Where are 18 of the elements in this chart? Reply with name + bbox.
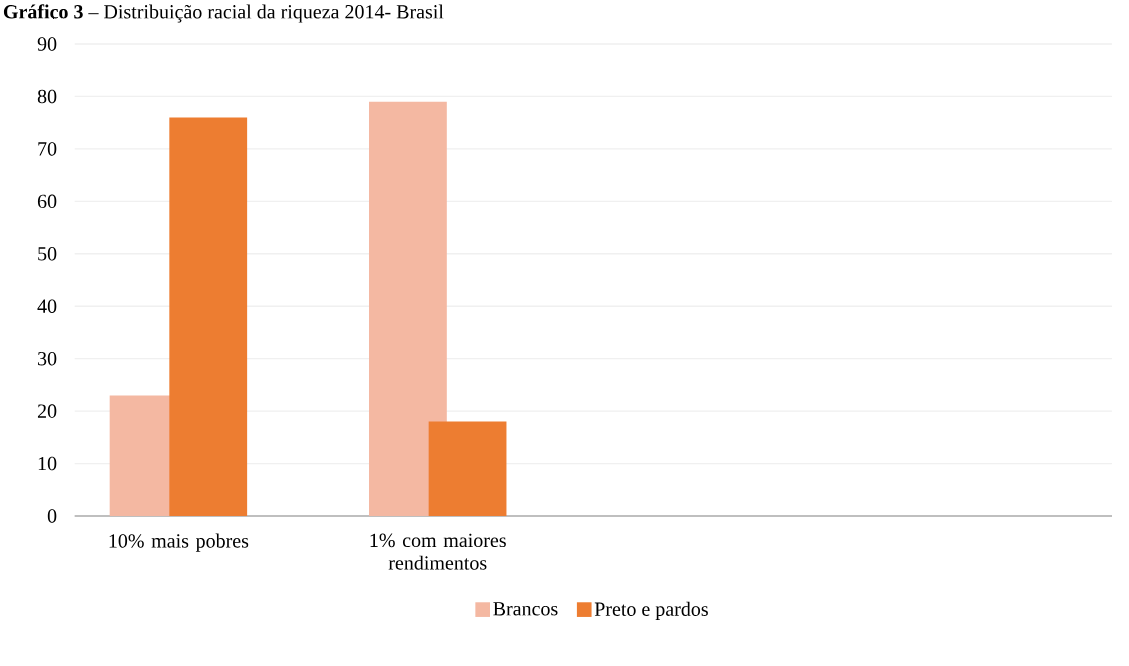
y-tick-label: 10 [38, 456, 57, 471]
legend-label: Brancos [493, 602, 558, 616]
bar [169, 117, 248, 516]
bar [428, 421, 507, 516]
x-tick-label: 1% com maiores rendimentos [370, 533, 506, 570]
y-tick-label: 80 [37, 89, 57, 104]
x-tick-label: 10% mais pobres [109, 533, 249, 552]
y-tick-label: 40 [37, 299, 57, 313]
y-tick-label: 90 [37, 37, 57, 51]
y-tick-label: 0 [47, 509, 57, 523]
legend-label: Preto e pardos [594, 601, 708, 620]
y-tick-label: 20 [37, 404, 57, 418]
bar [369, 101, 447, 516]
y-tick-label: 60 [37, 194, 57, 209]
y-tick-label: 50 [38, 247, 57, 261]
chart-title: Gráfico 3 – Distribuição racial da riqueza 2014- Brasil [3, 4, 444, 23]
y-tick-label: 70 [38, 142, 57, 156]
y-tick-label: 30 [38, 351, 57, 366]
